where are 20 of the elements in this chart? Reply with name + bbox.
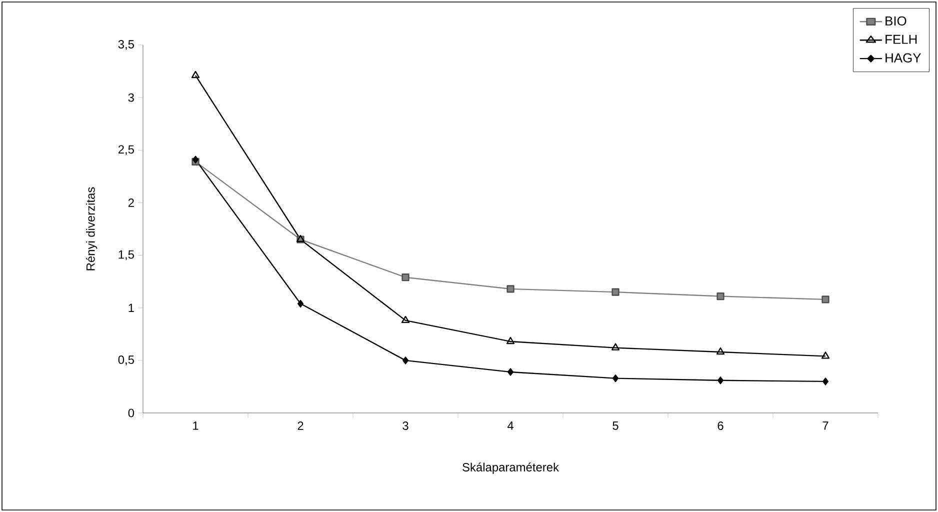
y-axis-title: Rényi diverzitas — [86, 187, 98, 270]
legend-label: BIO — [886, 16, 906, 26]
x-axis-title: Skálaparaméterek — [462, 462, 560, 474]
x-tick-label: 4 — [507, 422, 514, 430]
x-tick-label: 6 — [718, 422, 724, 430]
y-tick-label: 3 — [128, 93, 134, 102]
y-tick-label: 2,5 — [118, 145, 134, 156]
x-tick-label: 5 — [612, 422, 618, 430]
y-tick-label: 0 — [128, 408, 134, 418]
legend-label: FELH — [886, 34, 917, 44]
y-tick-label: 1,5 — [118, 250, 134, 260]
x-tick-label: 3 — [402, 422, 408, 430]
y-tick-label: 2 — [128, 198, 134, 207]
y-tick-label: 3,5 — [118, 40, 134, 50]
legend-label: HAGY — [886, 53, 921, 62]
x-tick-label: 2 — [298, 422, 304, 430]
y-tick-label: 0,5 — [118, 355, 134, 366]
y-tick-label: 1 — [128, 304, 134, 312]
x-tick-label: 1 — [193, 422, 198, 430]
x-tick-label: 7 — [822, 422, 828, 430]
